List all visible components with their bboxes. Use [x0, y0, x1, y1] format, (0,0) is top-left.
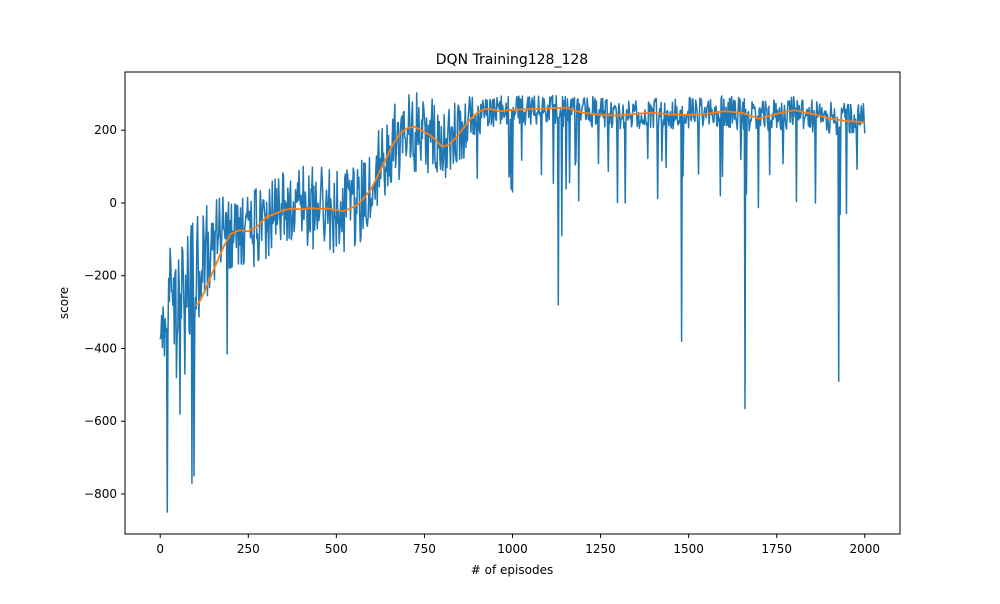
x-axis-ticks: 0 250 500 750 1000 1250 1500 1750 2000: [156, 534, 880, 556]
y-tick-label: −400: [84, 341, 117, 355]
x-tick-label: 2000: [849, 542, 880, 556]
x-tick-label: 0: [156, 542, 164, 556]
series-layer: [159, 92, 866, 513]
x-tick-label: 500: [325, 542, 348, 556]
x-tick-label: 1000: [497, 542, 528, 556]
y-tick-label: −600: [84, 414, 117, 428]
score-series-line: [159, 92, 866, 513]
y-tick-label: 200: [94, 123, 117, 137]
y-tick-label: −800: [84, 487, 117, 501]
chart-title: DQN Training128_128: [436, 52, 588, 68]
x-tick-label: 1500: [673, 542, 704, 556]
x-tick-label: 750: [413, 542, 436, 556]
y-axis-label: score: [57, 287, 71, 319]
x-axis-label: # of episodes: [471, 563, 553, 577]
x-tick-label: 250: [237, 542, 260, 556]
x-tick-label: 1750: [761, 542, 792, 556]
y-axis-ticks: −800 −600 −400 −200 0 200: [84, 123, 125, 501]
y-tick-label: 0: [109, 196, 117, 210]
y-tick-label: −200: [84, 269, 117, 283]
moving-average-series-line: [195, 106, 865, 306]
x-tick-label: 1250: [585, 542, 616, 556]
